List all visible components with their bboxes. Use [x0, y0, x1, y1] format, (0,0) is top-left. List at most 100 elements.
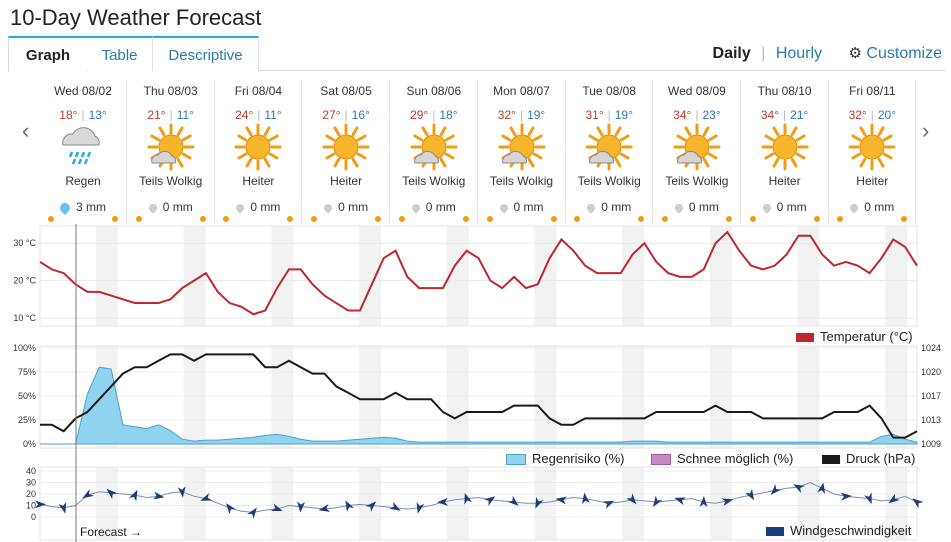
- sun-cloud-icon: [410, 123, 458, 171]
- sunrise-icon: [661, 216, 668, 222]
- day-temperatures: 31° | 19°: [566, 108, 652, 122]
- day-card[interactable]: Sat 08/05 27° | 16° Heiter 0 mm: [303, 80, 391, 224]
- y-tick-label: 40: [26, 466, 36, 476]
- day-card[interactable]: Fri 08/04 24° | 11° Heiter 0 mm: [215, 80, 303, 224]
- raindrop-icon: [234, 202, 247, 214]
- previous-arrow-icon[interactable]: ‹: [22, 118, 30, 143]
- hourly-link[interactable]: Hourly: [775, 45, 823, 62]
- night-band: [359, 467, 382, 540]
- next-arrow-icon[interactable]: ›: [922, 118, 930, 143]
- temp-divider: |: [169, 108, 173, 122]
- wind-arrow-icon: [770, 484, 782, 495]
- day-condition: Heiter: [768, 174, 801, 188]
- night-band: [359, 346, 382, 448]
- sun-icon: [761, 123, 809, 171]
- day-card[interactable]: Wed 08/09 34° | 23° Teils Wolkig 0 mm: [654, 80, 741, 224]
- y-tick-label: 10: [26, 501, 36, 511]
- day-card[interactable]: Fri 08/11 32° | 20° Heiter 0 mm: [829, 80, 917, 224]
- day-card[interactable]: Thu 08/10 34° | 21° Heiter 0 mm: [742, 80, 829, 224]
- night-band: [622, 346, 645, 448]
- y-tick-label: 100%: [13, 343, 36, 353]
- high-temp: 18°: [59, 108, 78, 122]
- day-date: Sun 08/06: [406, 84, 462, 98]
- tab-descriptive[interactable]: Descriptive: [153, 36, 259, 71]
- pressure-legend: Druck (hPa): [822, 451, 915, 466]
- tab-table[interactable]: Table: [87, 36, 153, 71]
- wind-legend-label: Windgeschwindigkeit: [790, 523, 912, 538]
- day-temperatures: 29° | 18°: [391, 108, 477, 122]
- wind-arrow-icon: [389, 501, 401, 511]
- night-band: [534, 346, 557, 448]
- day-precipitation: 0 mm: [215, 200, 301, 214]
- wind-arrow-icon: [721, 498, 734, 506]
- day-condition: Teils Wolkig: [489, 174, 554, 188]
- wind-arrow-icon: [200, 493, 213, 501]
- precipitation-amount: 0 mm: [425, 200, 456, 214]
- sunrise-icon: [837, 216, 844, 222]
- wind-arrow-icon: [535, 497, 544, 509]
- temp-divider: |: [432, 108, 436, 122]
- wind-arrow-icon: [483, 496, 496, 506]
- night-band: [271, 467, 294, 540]
- wind-arrow-icon: [225, 503, 236, 515]
- day-precipitation: 0 mm: [479, 200, 565, 214]
- sun-icon: [848, 123, 896, 171]
- wind-arrow-icon: [318, 503, 331, 512]
- y-tick-label: 30 °C: [13, 238, 36, 248]
- day-date: Tue 08/08: [582, 84, 636, 98]
- high-temp: 34°: [673, 108, 692, 122]
- night-band: [709, 467, 732, 540]
- rain-legend-label: Regenrisiko (%): [532, 451, 625, 466]
- high-temp: 24°: [235, 108, 254, 122]
- high-temp: 31°: [585, 108, 604, 122]
- rain-swatch: [506, 454, 526, 466]
- day-card[interactable]: Thu 08/03 21° | 11° Teils Wolkig 0 mm: [128, 80, 215, 224]
- raindrop-icon: [760, 202, 773, 214]
- gear-icon[interactable]: ⚙: [848, 45, 862, 62]
- night-band: [446, 467, 469, 540]
- sun-cloud-icon: [147, 123, 195, 171]
- day-temperatures: 34° | 23°: [654, 108, 740, 122]
- rain-legend: Regenrisiko (%): [506, 451, 624, 466]
- customize-link[interactable]: Customize: [866, 45, 942, 62]
- day-card[interactable]: Mon 08/07 32° | 19° Teils Wolkig 0 mm: [479, 80, 566, 224]
- wind-arrow-icon: [888, 493, 900, 504]
- day-card[interactable]: Sun 08/06 29° | 18° Teils Wolkig 0 mm: [391, 80, 478, 224]
- sunrise-icon: [398, 216, 405, 222]
- y-tick-label: 25%: [18, 415, 36, 425]
- wind-arrow-icon: [507, 495, 519, 506]
- day-temperatures: 24° | 11°: [215, 108, 301, 122]
- night-band: [359, 226, 382, 326]
- wind-arrow-icon: [602, 500, 615, 509]
- raindrop-icon: [410, 202, 422, 214]
- night-band: [622, 226, 645, 326]
- day-precipitation: 0 mm: [566, 200, 652, 214]
- night-band: [797, 226, 820, 326]
- night-band: [183, 226, 206, 326]
- wind-arrow-icon: [581, 492, 590, 505]
- daily-link[interactable]: Daily: [712, 45, 751, 62]
- wind-swatch: [766, 527, 784, 537]
- day-condition: Heiter: [856, 174, 889, 188]
- view-mode-links: Daily | Hourly ⚙ Customize: [713, 36, 942, 70]
- wind-line: [39, 481, 918, 513]
- sunset-icon: [638, 216, 645, 222]
- day-temperatures: 32° | 20°: [829, 108, 915, 122]
- raindrop-icon: [322, 202, 334, 214]
- wind-arrow-icon: [416, 501, 425, 514]
- y-tick-label: 20: [26, 489, 36, 499]
- wind-arrow-icon: [436, 497, 449, 506]
- view-tab-bar: Graph Table Descriptive Daily | Hourly ⚙…: [8, 36, 946, 72]
- day-card[interactable]: Wed 08/02 18° | 13° Regen 3 mm: [40, 80, 127, 224]
- wind-arrow-icon: [745, 488, 755, 501]
- day-date: Mon 08/07: [493, 84, 550, 98]
- rain-cloud-icon: [62, 127, 100, 165]
- day-temperatures: 21° | 11°: [128, 108, 214, 122]
- day-card[interactable]: Tue 08/08 31° | 19° Teils Wolkig 0 mm: [566, 80, 654, 224]
- temp-divider: |: [870, 108, 874, 122]
- y-tick-label: 20 °C: [13, 276, 36, 286]
- tab-graph[interactable]: Graph: [8, 36, 88, 72]
- precipitation-amount: 3 mm: [76, 200, 106, 214]
- temp-divider: |: [344, 108, 348, 122]
